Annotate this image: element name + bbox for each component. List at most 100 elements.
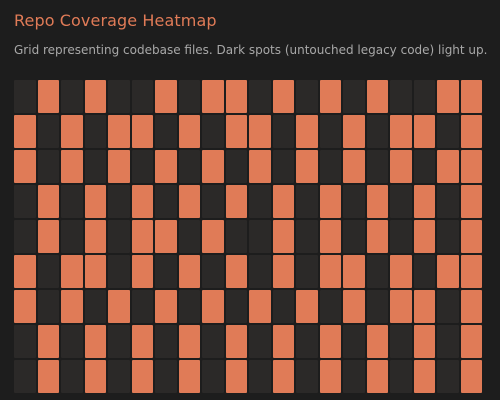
- heatmap-cell[interactable]: [155, 220, 177, 253]
- heatmap-cell[interactable]: [155, 255, 177, 288]
- heatmap-cell[interactable]: [296, 255, 318, 288]
- heatmap-cell[interactable]: [343, 220, 365, 253]
- heatmap-cell[interactable]: [343, 185, 365, 218]
- heatmap-cell[interactable]: [225, 80, 247, 113]
- heatmap-cell[interactable]: [437, 115, 459, 148]
- heatmap-cell[interactable]: [272, 185, 294, 218]
- heatmap-cell[interactable]: [319, 360, 341, 393]
- heatmap-cell[interactable]: [178, 325, 200, 358]
- heatmap-cell[interactable]: [413, 150, 435, 183]
- heatmap-cell[interactable]: [249, 220, 271, 253]
- heatmap-cell[interactable]: [178, 115, 200, 148]
- heatmap-cell[interactable]: [155, 150, 177, 183]
- heatmap-cell[interactable]: [202, 255, 224, 288]
- heatmap-cell[interactable]: [272, 115, 294, 148]
- heatmap-cell[interactable]: [155, 115, 177, 148]
- heatmap-cell[interactable]: [366, 185, 388, 218]
- heatmap-cell[interactable]: [14, 220, 36, 253]
- heatmap-cell[interactable]: [14, 255, 36, 288]
- heatmap-cell[interactable]: [249, 150, 271, 183]
- heatmap-cell[interactable]: [296, 290, 318, 323]
- heatmap-cell[interactable]: [343, 115, 365, 148]
- heatmap-cell[interactable]: [296, 220, 318, 253]
- heatmap-cell[interactable]: [61, 80, 83, 113]
- heatmap-cell[interactable]: [460, 255, 482, 288]
- heatmap-cell[interactable]: [437, 255, 459, 288]
- heatmap-cell[interactable]: [131, 115, 153, 148]
- heatmap-cell[interactable]: [155, 360, 177, 393]
- heatmap-cell[interactable]: [366, 255, 388, 288]
- heatmap-cell[interactable]: [14, 325, 36, 358]
- heatmap-cell[interactable]: [460, 360, 482, 393]
- heatmap-cell[interactable]: [249, 290, 271, 323]
- heatmap-cell[interactable]: [108, 255, 130, 288]
- heatmap-cell[interactable]: [202, 290, 224, 323]
- heatmap-cell[interactable]: [343, 360, 365, 393]
- heatmap-cell[interactable]: [413, 115, 435, 148]
- heatmap-cell[interactable]: [343, 255, 365, 288]
- heatmap-cell[interactable]: [225, 255, 247, 288]
- heatmap-cell[interactable]: [131, 255, 153, 288]
- heatmap-cell[interactable]: [460, 290, 482, 323]
- heatmap-cell[interactable]: [366, 80, 388, 113]
- heatmap-cell[interactable]: [225, 150, 247, 183]
- heatmap-cell[interactable]: [84, 220, 106, 253]
- heatmap-cell[interactable]: [14, 150, 36, 183]
- heatmap-cell[interactable]: [437, 360, 459, 393]
- heatmap-cell[interactable]: [108, 220, 130, 253]
- heatmap-cell[interactable]: [319, 115, 341, 148]
- heatmap-cell[interactable]: [343, 80, 365, 113]
- heatmap-cell[interactable]: [249, 360, 271, 393]
- heatmap-cell[interactable]: [108, 360, 130, 393]
- heatmap-cell[interactable]: [343, 290, 365, 323]
- heatmap-cell[interactable]: [84, 115, 106, 148]
- heatmap-cell[interactable]: [202, 325, 224, 358]
- heatmap-cell[interactable]: [14, 115, 36, 148]
- heatmap-cell[interactable]: [84, 360, 106, 393]
- heatmap-cell[interactable]: [178, 255, 200, 288]
- heatmap-cell[interactable]: [390, 255, 412, 288]
- heatmap-cell[interactable]: [155, 290, 177, 323]
- heatmap-cell[interactable]: [37, 325, 59, 358]
- heatmap-cell[interactable]: [343, 150, 365, 183]
- heatmap-cell[interactable]: [319, 150, 341, 183]
- heatmap-cell[interactable]: [437, 325, 459, 358]
- heatmap-cell[interactable]: [249, 115, 271, 148]
- heatmap-cell[interactable]: [14, 80, 36, 113]
- heatmap-cell[interactable]: [131, 290, 153, 323]
- heatmap-cell[interactable]: [413, 80, 435, 113]
- heatmap-cell[interactable]: [202, 185, 224, 218]
- heatmap-cell[interactable]: [108, 325, 130, 358]
- heatmap-cell[interactable]: [37, 360, 59, 393]
- heatmap-cell[interactable]: [366, 360, 388, 393]
- heatmap-cell[interactable]: [61, 325, 83, 358]
- heatmap-cell[interactable]: [131, 360, 153, 393]
- heatmap-cell[interactable]: [390, 220, 412, 253]
- heatmap-cell[interactable]: [272, 255, 294, 288]
- heatmap-cell[interactable]: [131, 220, 153, 253]
- heatmap-cell[interactable]: [225, 325, 247, 358]
- heatmap-cell[interactable]: [296, 150, 318, 183]
- heatmap-cell[interactable]: [37, 220, 59, 253]
- heatmap-cell[interactable]: [249, 325, 271, 358]
- heatmap-cell[interactable]: [460, 80, 482, 113]
- heatmap-cell[interactable]: [249, 255, 271, 288]
- heatmap-cell[interactable]: [61, 360, 83, 393]
- heatmap-cell[interactable]: [14, 360, 36, 393]
- heatmap-cell[interactable]: [108, 115, 130, 148]
- heatmap-cell[interactable]: [225, 360, 247, 393]
- heatmap-cell[interactable]: [296, 325, 318, 358]
- heatmap-cell[interactable]: [178, 360, 200, 393]
- heatmap-cell[interactable]: [225, 115, 247, 148]
- heatmap-cell[interactable]: [437, 80, 459, 113]
- heatmap-cell[interactable]: [61, 255, 83, 288]
- heatmap-cell[interactable]: [61, 115, 83, 148]
- heatmap-cell[interactable]: [390, 185, 412, 218]
- heatmap-cell[interactable]: [460, 115, 482, 148]
- heatmap-cell[interactable]: [202, 150, 224, 183]
- heatmap-cell[interactable]: [437, 185, 459, 218]
- heatmap-cell[interactable]: [460, 185, 482, 218]
- heatmap-cell[interactable]: [84, 255, 106, 288]
- heatmap-cell[interactable]: [84, 325, 106, 358]
- heatmap-cell[interactable]: [366, 325, 388, 358]
